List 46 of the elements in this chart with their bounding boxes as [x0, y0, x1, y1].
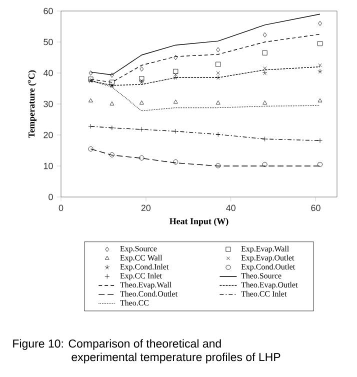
- x-tick-label: 0: [58, 204, 64, 212]
- point: [216, 47, 220, 52]
- point: [173, 159, 178, 164]
- point: [139, 100, 144, 104]
- point: [139, 76, 144, 82]
- point: [262, 162, 268, 167]
- point: [262, 70, 268, 76]
- y-tick-label: 0: [48, 194, 53, 200]
- point: [216, 100, 220, 104]
- point: [109, 80, 114, 85]
- point: [109, 152, 114, 158]
- x-tick-label: 60: [311, 204, 320, 212]
- y-tick-label: 50: [44, 38, 53, 46]
- point: [262, 50, 268, 56]
- x-tick-label: 40: [226, 204, 236, 212]
- x-axis-title: Heat Input (W): [170, 218, 228, 226]
- y-tick-label: 10: [44, 162, 53, 170]
- point: [318, 63, 322, 68]
- point: [216, 75, 220, 80]
- point: [173, 68, 178, 74]
- point: [88, 98, 93, 102]
- point: [139, 155, 144, 160]
- point: [174, 55, 178, 60]
- x-tick-label: 20: [141, 204, 151, 212]
- y-tick-label: 40: [43, 70, 53, 76]
- point: [318, 20, 322, 26]
- point: [318, 162, 322, 167]
- point: [174, 72, 178, 76]
- point: [110, 102, 114, 106]
- point: [262, 100, 267, 104]
- point: [110, 72, 114, 78]
- point: [216, 62, 221, 67]
- point: [173, 75, 178, 80]
- y-tick-label: 60: [44, 8, 53, 14]
- caption: Figure 10: Comparison of theoretical and experimental temperature profiles of LHP: [13, 339, 280, 364]
- y-axis-title: Temperature ($^{o}$C): [28, 70, 36, 138]
- point: [173, 100, 178, 104]
- point: [88, 146, 94, 152]
- point: [216, 163, 221, 168]
- point: [318, 68, 322, 74]
- y-tick-label: 30: [44, 100, 53, 108]
- point: [262, 32, 267, 38]
- point: [318, 98, 322, 102]
- point: [318, 41, 322, 46]
- point: [140, 66, 144, 72]
- y-tick-label: 20: [44, 132, 53, 138]
